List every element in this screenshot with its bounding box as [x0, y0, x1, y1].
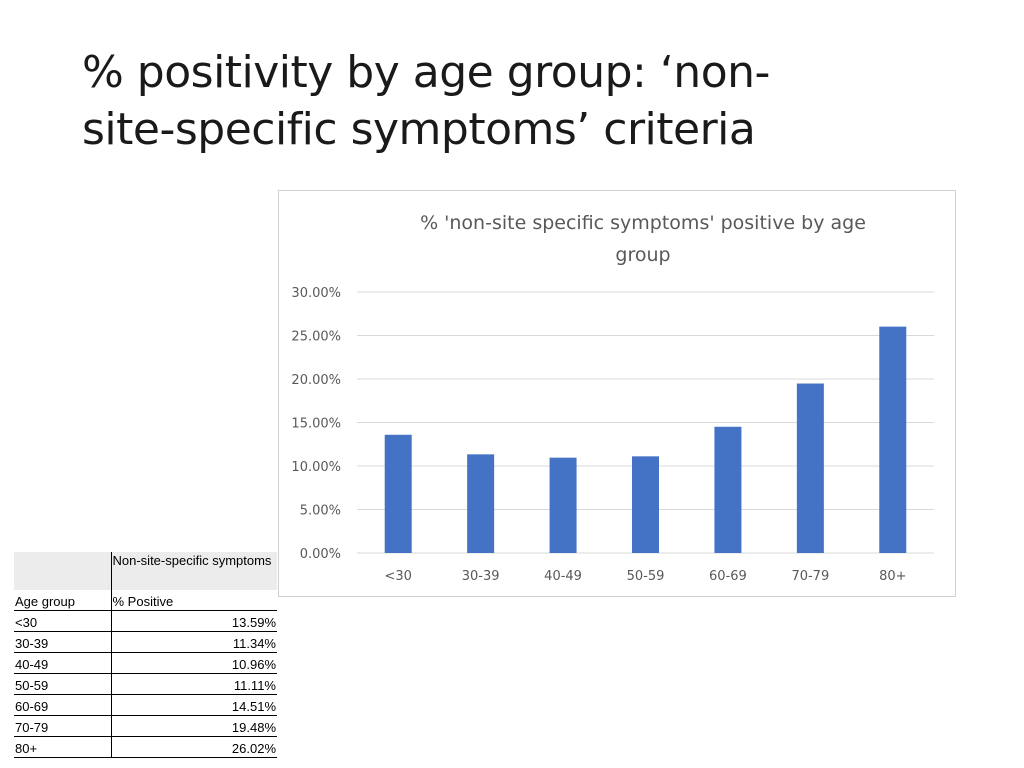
- table-cell-age: 70-79: [14, 715, 111, 737]
- bar-chart: % 'non-site specific symptoms' positive …: [291, 212, 934, 584]
- x-tick-label: <30: [384, 569, 411, 584]
- table-header-blank: [14, 552, 111, 590]
- data-table-container: Non-site-specific symptoms Age group % P…: [14, 552, 277, 758]
- table-header-row-1: Non-site-specific symptoms: [14, 552, 277, 590]
- x-tick-label: 30-39: [462, 569, 500, 584]
- table-row: 60-69 14.51%: [14, 694, 277, 716]
- table-cell-pct: 11.34%: [110, 631, 277, 653]
- table-cell-age: <30: [14, 610, 111, 632]
- table-header-series: Non-site-specific symptoms: [110, 552, 277, 590]
- chart-container: % 'non-site specific symptoms' positive …: [278, 190, 956, 597]
- y-tick-label: 10.00%: [291, 460, 341, 475]
- bar: [714, 426, 742, 553]
- bar: [796, 383, 824, 553]
- bar: [549, 457, 577, 553]
- x-tick-label: 80+: [879, 569, 906, 584]
- table-row: 80+ 26.02%: [14, 736, 277, 758]
- chart-title-line-1: % 'non-site specific symptoms' positive …: [420, 212, 866, 234]
- y-tick-label: 0.00%: [300, 547, 341, 562]
- table-cell-pct: 11.11%: [110, 673, 277, 695]
- table-header-pct-positive: % Positive: [110, 590, 277, 611]
- table-cell-age: 80+: [14, 736, 111, 758]
- table-header-row-2: Age group % Positive: [14, 590, 277, 611]
- bar: [384, 434, 412, 553]
- data-table: Non-site-specific symptoms Age group % P…: [14, 552, 277, 758]
- table-header-age-group: Age group: [14, 590, 111, 611]
- table-cell-pct: 26.02%: [110, 736, 277, 758]
- bar: [879, 326, 907, 553]
- table-cell-pct: 19.48%: [110, 715, 277, 737]
- table-row: 50-59 11.11%: [14, 673, 277, 695]
- plot-area: 0.00% 5.00% 10.00% 15.00% 20.00% 25.00% 30.00%…: [291, 286, 934, 584]
- slide-title-line-1: % positivity by age group: ‘non-: [82, 47, 770, 98]
- slide-title: % positivity by age group: ‘non- site-sp…: [82, 44, 982, 158]
- y-tick-label: 30.00%: [291, 286, 341, 301]
- y-tick-label: 25.00%: [291, 330, 341, 345]
- x-tick-label: 40-49: [544, 569, 582, 584]
- bar: [467, 454, 495, 553]
- y-tick-label: 5.00%: [300, 504, 341, 519]
- y-tick-label: 20.00%: [291, 373, 341, 388]
- table-cell-age: 50-59: [14, 673, 111, 695]
- table-cell-age: 40-49: [14, 652, 111, 674]
- table-row: 70-79 19.48%: [14, 715, 277, 737]
- slide-title-line-2: site-specific symptoms’ criteria: [82, 104, 756, 155]
- table-cell-age: 30-39: [14, 631, 111, 653]
- table-row: 30-39 11.34%: [14, 631, 277, 653]
- table-row: 40-49 10.96%: [14, 652, 277, 674]
- bar: [632, 456, 659, 553]
- table-row: <30 13.59%: [14, 610, 277, 632]
- y-tick-label: 15.00%: [291, 417, 341, 432]
- chart-title-line-2: group: [615, 244, 670, 266]
- x-tick-label: 50-59: [627, 569, 665, 584]
- table-cell-pct: 10.96%: [110, 652, 277, 674]
- x-tick-label: 70-79: [791, 569, 829, 584]
- x-tick-label: 60-69: [709, 569, 747, 584]
- table-cell-pct: 14.51%: [110, 694, 277, 716]
- table-cell-age: 60-69: [14, 694, 111, 716]
- table-cell-pct: 13.59%: [110, 610, 277, 632]
